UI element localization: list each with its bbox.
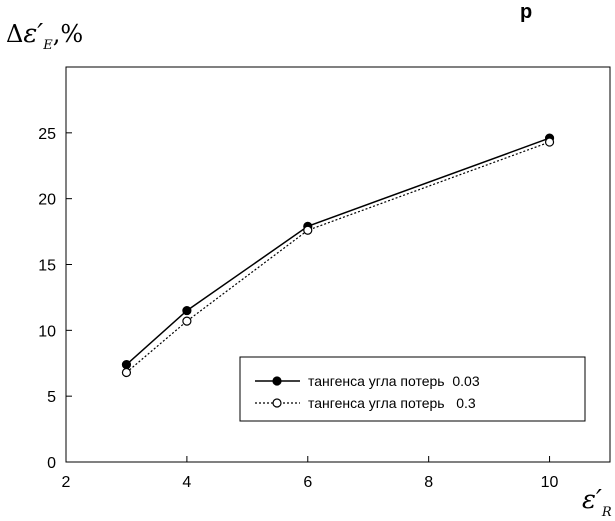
y-axis-suffix: ,% (53, 20, 83, 48)
series-layer (121, 133, 555, 378)
series-line (126, 141, 550, 373)
x-axis-symbol: ε′ (582, 485, 602, 515)
x-axis-title: ε′R (582, 485, 612, 520)
data-point (182, 316, 192, 326)
y-ticks: 0 5 10 15 20 25 (38, 126, 72, 472)
x-tick-label: 8 (424, 474, 433, 491)
legend: тангенса угла потерь 0.03 тангенса угла п… (239, 356, 586, 422)
series-2 (121, 137, 555, 378)
corner-text: р (520, 1, 532, 23)
x-tick-label: 6 (303, 474, 312, 491)
y-axis-title: Δε′E,% (6, 19, 83, 53)
svg-text:ε′R: ε′R (582, 485, 612, 520)
legend-marker (272, 376, 282, 386)
legend-box (239, 356, 586, 422)
y-axis-subscript: E (42, 38, 53, 53)
data-point (121, 367, 132, 378)
y-tick-label: 25 (38, 126, 56, 143)
x-tick-label: 4 (182, 474, 191, 491)
legend-label: тангенса угла потерь 0.03 (308, 373, 480, 389)
data-point (121, 359, 132, 370)
x-ticks: 2 4 6 8 10 (62, 456, 559, 491)
legend-marker (272, 398, 282, 408)
legend-items: тангенса угла потерь 0.03 тангенса угла п… (255, 373, 480, 411)
legend-entry: тангенса угла потерь 0.03 (255, 373, 480, 389)
y-axis-delta: Δ (6, 20, 23, 48)
legend-label: тангенса угла потерь 0.3 (308, 395, 476, 411)
svg-text:Δε′E,%: Δε′E,% (6, 19, 83, 53)
x-axis-subscript: R (601, 505, 612, 520)
y-tick-label: 10 (38, 323, 56, 340)
y-tick-label: 20 (38, 192, 56, 209)
legend-entry: тангенса угла потерь 0.3 (255, 395, 476, 411)
series-1 (121, 133, 555, 370)
data-point (303, 225, 313, 235)
y-tick-label: 0 (47, 455, 56, 472)
y-axis-symbol: ε′ (23, 19, 43, 49)
x-tick-label: 2 (62, 474, 71, 491)
y-tick-label: 5 (47, 389, 56, 406)
y-tick-label: 15 (38, 258, 56, 275)
series-line (125, 137, 550, 366)
data-point (544, 137, 555, 147)
x-tick-label: 10 (541, 474, 559, 491)
data-point (182, 305, 192, 316)
